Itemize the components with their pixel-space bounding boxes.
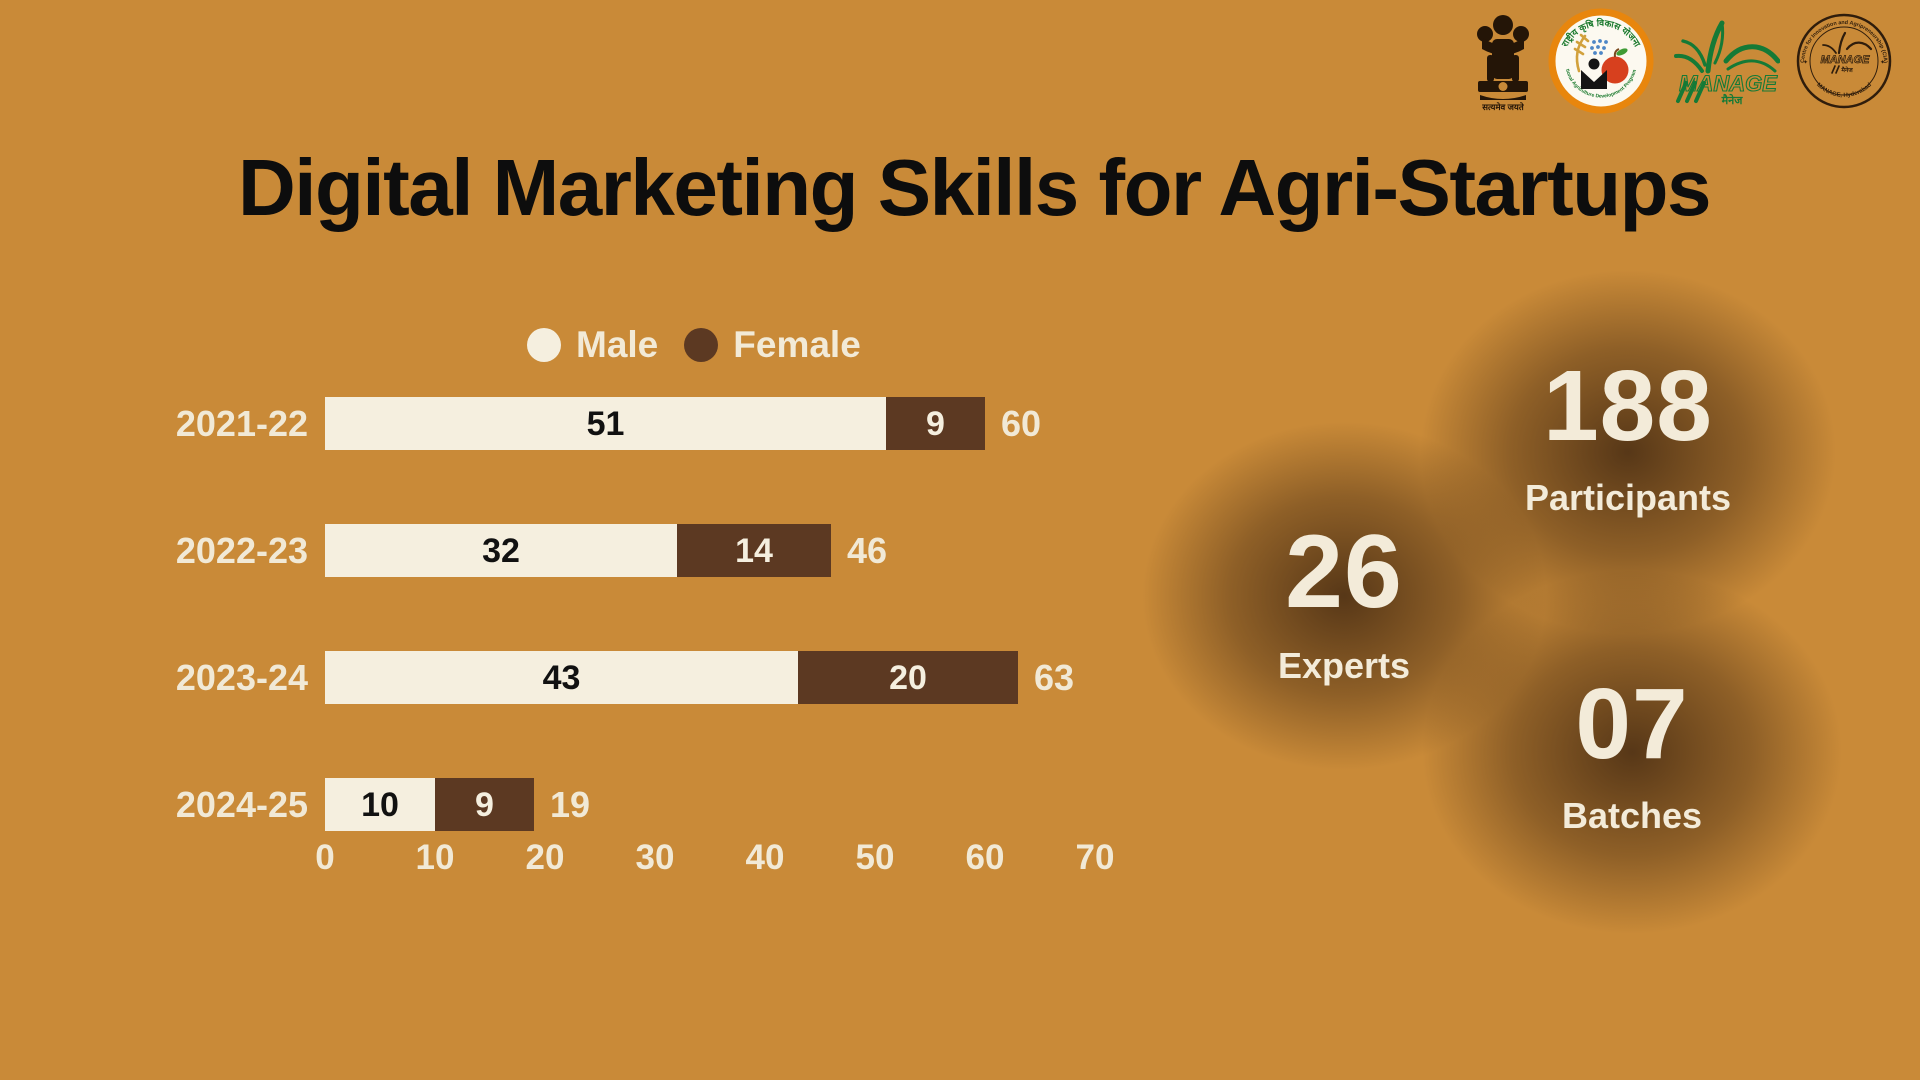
female-swatch-icon — [684, 327, 719, 362]
droplets-icon — [1590, 39, 1608, 55]
female-value-label: 9 — [926, 404, 945, 443]
manage-hindi-text: मैनेज — [1721, 93, 1744, 107]
page-title: Digital Marketing Skills for Agri-Startu… — [237, 143, 1712, 232]
seal-star-right: ✦ — [1880, 59, 1885, 66]
emblem-caption: सत्यमेव जयते — [1481, 102, 1525, 112]
category-label: 2023-24 — [175, 657, 308, 698]
experts-label: Experts — [1277, 645, 1411, 686]
cia-center-hindi: मैनेज — [1840, 66, 1853, 74]
male-value-label: 51 — [586, 404, 625, 443]
participants-stat: 188 Participants — [1438, 356, 1818, 516]
female-bar-segment: 14 — [677, 524, 831, 577]
legend-item-female: Female — [684, 326, 861, 363]
male-value-label: 32 — [482, 531, 520, 570]
seal-star-left: ✦ — [1803, 59, 1808, 66]
x-tick-label: 40 — [745, 838, 785, 877]
category-label: 2021-22 — [175, 403, 308, 444]
apple-icon — [1601, 48, 1629, 84]
wheat-icon — [1573, 33, 1590, 73]
rkvy-logo-icon: राष्ट्रीय कृषि विकास योजना National Agri… — [1548, 8, 1654, 114]
male-bar-segment: 43 — [325, 651, 798, 704]
svg-text:MANAGE, Hyderabad: MANAGE, Hyderabad — [1815, 82, 1873, 99]
cia-bottom-text: MANAGE, Hyderabad — [1815, 82, 1873, 99]
total-label: 19 — [550, 784, 591, 825]
male-value-label: 43 — [542, 658, 581, 697]
female-bar-segment: 9 — [886, 397, 985, 450]
participants-label: Participants — [1524, 477, 1732, 518]
india-emblem-icon: सत्यमेव जयते — [1477, 15, 1529, 112]
logo-bar: सत्यमेव जयते राष्ट्रीय कृषि विकास योजना … — [1472, 8, 1894, 114]
x-tick-label: 60 — [965, 838, 1005, 877]
experts-count: 26 — [1285, 514, 1403, 630]
male-bar-segment: 51 — [325, 397, 886, 450]
legend-female-label: Female — [733, 324, 861, 365]
female-value-label: 20 — [889, 658, 927, 697]
male-bar-segment: 10 — [325, 778, 435, 831]
x-tick-label: 30 — [635, 838, 675, 877]
legend-male-label: Male — [576, 324, 659, 365]
total-label: 63 — [1034, 657, 1075, 698]
female-value-label: 9 — [475, 785, 494, 824]
manage-logo-icon: MANAGE मैनेज — [1674, 20, 1780, 107]
chart-legend: Male Female — [527, 326, 861, 363]
cia-center-wordmark: MANAGE — [1821, 54, 1871, 66]
participants-count: 188 — [1543, 350, 1713, 462]
batches-count: 07 — [1575, 668, 1689, 780]
total-label: 46 — [847, 530, 888, 571]
male-swatch-icon — [527, 327, 561, 362]
batches-stat: 07 Batches — [1452, 674, 1812, 834]
total-label: 60 — [1001, 403, 1042, 444]
male-bar-segment: 32 — [325, 524, 677, 577]
legend-item-male: Male — [527, 326, 658, 363]
female-value-label: 14 — [735, 531, 773, 570]
batches-label: Batches — [1561, 795, 1703, 836]
manage-wordmark: MANAGE — [1679, 71, 1778, 96]
category-label: 2024-25 — [175, 784, 308, 825]
category-label: 2022-23 — [175, 530, 308, 571]
x-tick-label: 0 — [315, 838, 335, 877]
x-tick-label: 10 — [415, 838, 455, 877]
x-tick-label: 70 — [1075, 838, 1115, 877]
male-value-label: 10 — [361, 785, 399, 824]
female-bar-segment: 9 — [435, 778, 534, 831]
cia-manage-seal-icon: Centre for Innovation and Agripreneurshi… — [1796, 13, 1892, 109]
farmer-figure-icon — [1581, 58, 1607, 89]
experts-stat: 26 Experts — [1164, 520, 1524, 684]
x-tick-label: 50 — [855, 838, 895, 877]
female-bar-segment: 20 — [798, 651, 1018, 704]
x-tick-label: 20 — [525, 838, 565, 877]
